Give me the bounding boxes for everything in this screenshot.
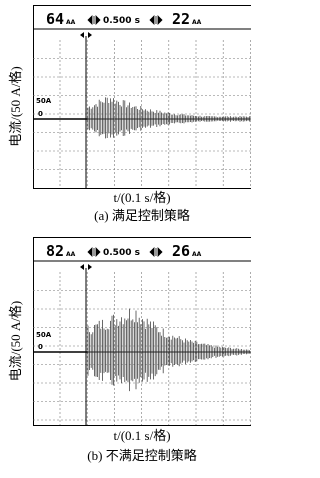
left-reading: 82 [46,242,64,260]
cursor-icon [88,248,100,256]
timebase: 0.500 s [103,248,140,258]
y-axis-label: 电流/(50 A/格) [8,301,23,382]
timebase: 0.500 s [103,16,140,26]
caption: (b) 不满足控制策略 [87,448,196,463]
right-unit: AA [192,19,202,26]
x-axis-label: t/(0.1 s/格) [113,428,170,443]
y-axis-label: 电流/(50 A/格) [8,66,23,147]
level-label: 50A [36,331,52,339]
x-axis-label: t/(0.1 s/格) [113,190,170,205]
level-label: 50A [36,97,52,105]
screen-frame [34,6,252,189]
left-reading: 64 [46,10,64,28]
right-unit: AA [192,251,202,258]
cursor-icon [88,16,100,24]
caption: (a) 满足控制策略 [94,208,190,223]
left-unit: AA [66,19,76,26]
zero-label: 0 [38,343,43,351]
zero-label: 0 [38,110,43,118]
cursor-icon [150,248,162,256]
cursor-icon [150,16,162,24]
page: 64AA0.500 s22AA50A0电流/(50 A/格)t/(0.1 s/格… [0,0,320,478]
right-reading: 22 [172,10,190,28]
left-unit: AA [66,251,76,258]
right-reading: 26 [172,242,190,260]
